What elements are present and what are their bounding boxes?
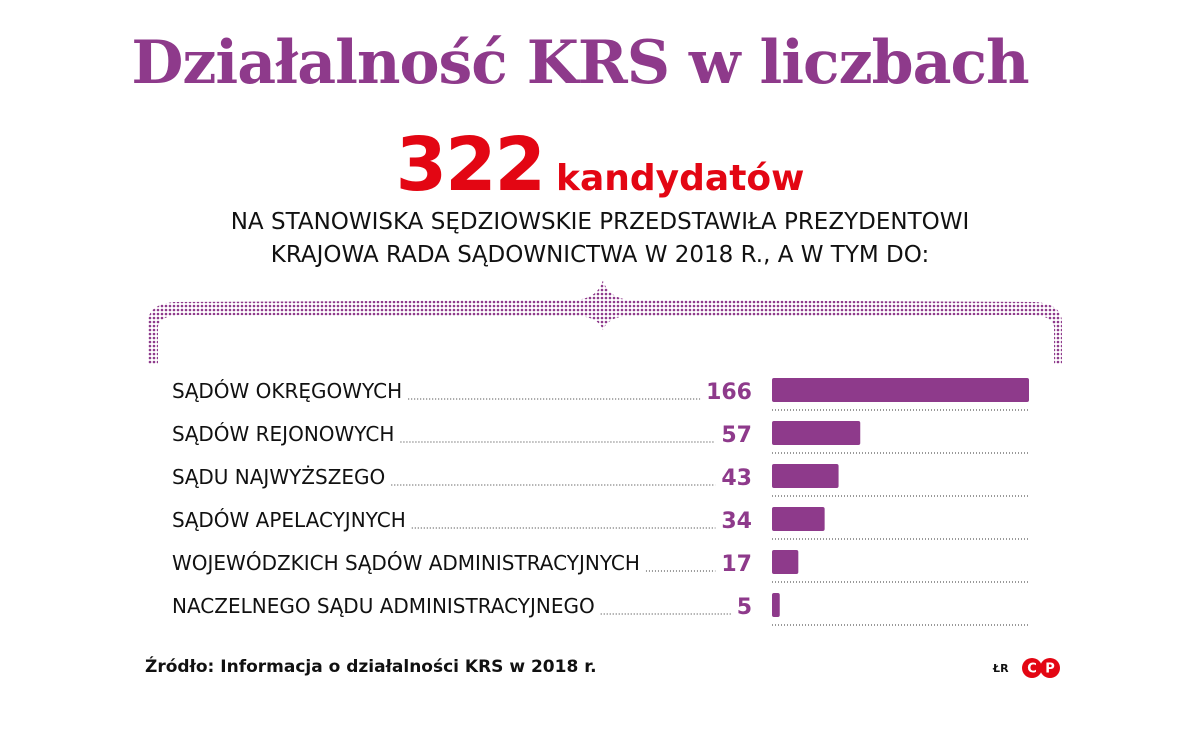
value-label: 34 — [721, 509, 752, 534]
bar — [772, 550, 799, 574]
chart-title: Działalność KRS w liczbach — [131, 28, 1029, 98]
subtitle: NA STANOWISKA SĘDZIOWSKIE PRZEDSTAWIŁA P… — [0, 206, 1200, 272]
category-label: WOJEWÓDZKICH SĄDÓW ADMINISTRACYJNYCH — [172, 551, 640, 575]
source-note: Źródło: Informacja o działalności KRS w … — [145, 657, 597, 677]
logo-letter-c: C — [1027, 662, 1037, 677]
bar — [772, 593, 780, 617]
category-label: SĄDÓW APELACYJNYCH — [172, 508, 406, 532]
value-label: 43 — [721, 466, 752, 491]
category-label: SĄDU NAJWYŻSZEGO — [172, 465, 385, 489]
subtitle-line-1: NA STANOWISKA SĘDZIOWSKIE PRZEDSTAWIŁA P… — [230, 209, 970, 235]
bar-row: NACZELNEGO SĄDU ADMINISTRACYJNEGO 5 — [172, 593, 1029, 626]
bar-row: SĄDÓW OKRĘGOWYCH 166 — [172, 378, 1029, 411]
category-label: SĄDÓW OKRĘGOWYCH — [172, 379, 402, 403]
bar — [772, 421, 861, 445]
author-initials: ŁR — [993, 662, 1009, 675]
bar — [772, 378, 1029, 402]
bar-row: SĄDÓW REJONOWYCH 57 — [172, 421, 1029, 454]
bar-row: SĄDÓW APELACYJNYCH 34 — [172, 507, 1029, 540]
bar-row: SĄDU NAJWYŻSZEGO 43 — [172, 464, 1029, 497]
bar — [772, 507, 825, 531]
headline-unit: kandydatów — [556, 158, 805, 199]
bar — [772, 464, 839, 488]
category-label: SĄDÓW REJONOWYCH — [172, 422, 394, 446]
headline: 322 kandydatów — [0, 122, 1200, 208]
value-label: 5 — [737, 595, 752, 620]
bar-row: WOJEWÓDZKICH SĄDÓW ADMINISTRACYJNYCH 17 — [172, 550, 1029, 583]
subtitle-line-2: KRAJOWA RADA SĄDOWNICTWA W 2018 R., A W … — [270, 242, 930, 268]
logo-letter-p: P — [1045, 662, 1055, 677]
value-label: 57 — [721, 423, 752, 448]
cp-logo-icon: C P — [1022, 658, 1060, 678]
value-label: 166 — [706, 380, 752, 405]
value-label: 17 — [721, 552, 752, 577]
curly-brace-decoration — [148, 280, 1062, 364]
headline-number: 322 — [395, 122, 546, 208]
category-label: NACZELNEGO SĄDU ADMINISTRACYJNEGO — [172, 594, 595, 618]
